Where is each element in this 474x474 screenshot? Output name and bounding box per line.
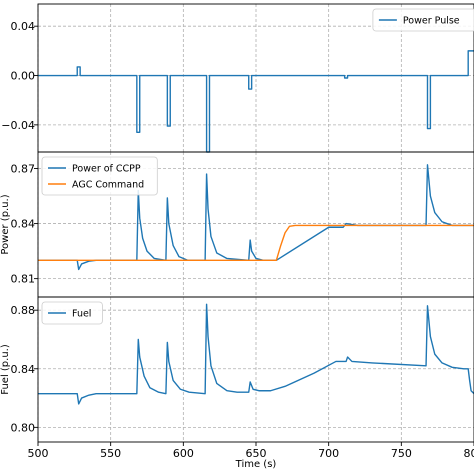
x-tick-label: 700 [318,447,339,460]
legend-entry: Fuel [72,309,91,320]
legend-box [41,301,103,325]
panel-power-pulse: 0.04 0.00 −0.04 Power Pulse [1,3,474,153]
panel-power: 0.87 0.84 0.81 Power (p.u.) Power of CCPP AGC… [0,151,474,298]
x-axis: 500 550 600 650 700 750 800 [28,442,474,460]
y-tick-label: 0.81 [11,273,36,286]
legend: Power of CCPP AGC Command [41,156,158,196]
y-tick-label: 0.84 [11,218,36,231]
x-tick-label: 650 [246,447,267,460]
y-tick-label: −0.04 [1,119,35,132]
y-tick-label: 0.04 [11,20,36,33]
x-tick-label: 750 [391,447,412,460]
y-tick-label: 0.80 [11,421,36,434]
legend-entry: Power of CCPP [72,164,141,175]
x-axis-label: Time (s) [235,459,277,470]
legend-entry: Power Pulse [403,16,460,27]
legend: Power Pulse [372,8,474,32]
x-tick-label: 550 [100,447,121,460]
x-tick-label: 500 [28,447,49,460]
y-tick-label: 0.00 [11,70,36,83]
legend-box [372,8,474,32]
legend-entry: AGC Command [72,180,144,191]
legend-box [41,156,158,196]
legend: Fuel [41,301,103,325]
x-tick-label: 600 [173,447,194,460]
y-tick-label: 0.88 [11,304,36,317]
series-line-agc-command [38,224,474,261]
y-axis-label: Power (p.u.) [0,194,11,254]
x-tick-label: 800 [464,447,474,460]
y-tick-label: 0.87 [11,163,36,176]
y-axis-label: Fuel (p.u.) [0,344,11,395]
panel-fuel: 0.88 0.84 0.80 Fuel (p.u.) Fuel [0,296,474,443]
series-line-fuel [38,303,474,405]
series-line-power-pulse [38,50,474,153]
y-tick-label: 0.84 [11,363,36,376]
